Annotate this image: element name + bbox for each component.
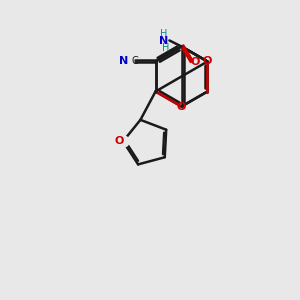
Text: C: C bbox=[131, 56, 138, 67]
Text: H: H bbox=[162, 43, 169, 52]
Text: O: O bbox=[203, 56, 212, 67]
Text: N: N bbox=[159, 36, 168, 46]
Text: N: N bbox=[119, 56, 129, 67]
Text: O: O bbox=[190, 57, 200, 67]
Text: O: O bbox=[115, 136, 124, 146]
Text: H: H bbox=[160, 29, 167, 39]
Text: O: O bbox=[177, 101, 186, 112]
